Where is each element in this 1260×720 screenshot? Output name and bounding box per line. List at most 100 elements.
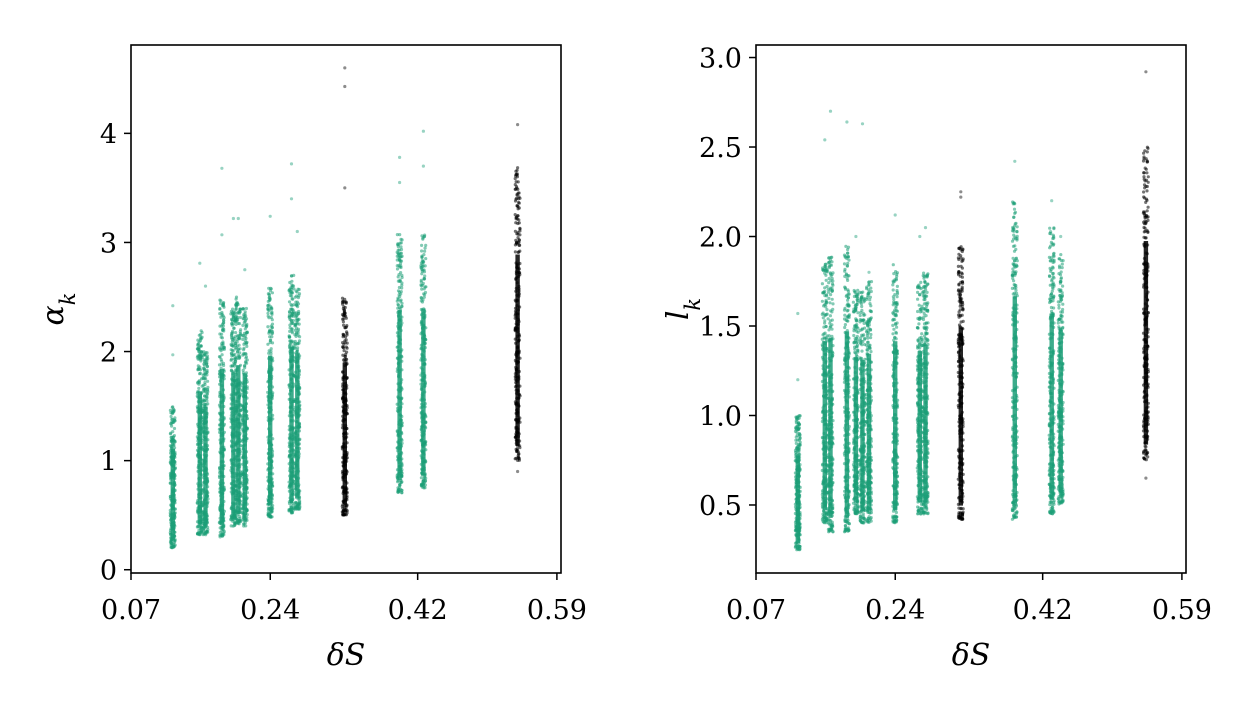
alpha-point [289, 339, 293, 343]
alpha-point [396, 490, 400, 494]
alpha-point [197, 333, 201, 337]
alpha-point-group [293, 229, 302, 511]
length-outlier-point [796, 378, 800, 382]
alpha-point [396, 289, 401, 293]
length-point-group [793, 311, 802, 552]
alpha-point [514, 197, 518, 201]
alpha-point [343, 341, 347, 345]
length-point [827, 522, 831, 526]
length-point [846, 302, 850, 306]
alpha-point [517, 191, 521, 195]
alpha-point [422, 235, 426, 239]
length-point [828, 286, 833, 290]
alpha-point [169, 541, 173, 545]
alpha-point [169, 414, 173, 419]
alpha-point [293, 311, 297, 315]
length-point [796, 544, 800, 548]
length-scatter-panel: 0.07 0.24 0.42 0.59 0.51.01.52.02.53.0 δS l… [661, 44, 1212, 673]
alpha-point [172, 426, 177, 431]
alpha-point-group [266, 214, 275, 519]
alpha-point [203, 367, 207, 371]
length-point [823, 286, 827, 290]
alpha-point [197, 386, 201, 390]
alpha-point [290, 327, 294, 331]
alpha-outlier-point [171, 353, 175, 357]
alpha-point [343, 326, 347, 330]
alpha-outlier-point [343, 186, 347, 190]
length-point [845, 255, 850, 259]
alpha-point-core [342, 362, 347, 505]
alpha-point [423, 264, 427, 268]
alpha-point [341, 506, 345, 510]
alpha-point [396, 306, 400, 310]
alpha-outlier-point [516, 469, 520, 474]
alpha-point [170, 445, 174, 449]
alpha-point [287, 300, 292, 304]
alpha-point [221, 328, 225, 332]
length-outlier-point [828, 109, 833, 113]
alpha-point [290, 331, 294, 335]
alpha-point-group [419, 129, 428, 490]
length-outlier-point [845, 120, 849, 124]
alpha-point [235, 302, 239, 306]
alpha-point [231, 353, 235, 357]
alpha-point [270, 335, 274, 339]
alpha-point [513, 229, 518, 233]
alpha-point [267, 292, 271, 296]
alpha-outlier-point [289, 197, 294, 201]
alpha-point [399, 245, 403, 249]
alpha-x-ticks: 0.07 0.24 0.42 0.59 [101, 573, 587, 626]
length-point [843, 325, 847, 330]
alpha-point [298, 500, 302, 504]
alpha-point [203, 394, 207, 398]
alpha-points [168, 66, 522, 550]
length-point [846, 289, 851, 293]
length-point [820, 299, 825, 303]
alpha-point [205, 354, 209, 358]
alpha-point [243, 339, 247, 343]
alpha-point [420, 243, 424, 247]
alpha-outlier-point [243, 268, 247, 272]
alpha-point [172, 540, 176, 545]
alpha-point [296, 333, 300, 337]
alpha-point [398, 279, 402, 283]
alpha-point [396, 303, 401, 307]
alpha-point [345, 350, 349, 354]
length-point [830, 323, 834, 327]
alpha-point [173, 419, 177, 423]
length-outlier-point [823, 138, 827, 142]
alpha-point [220, 529, 224, 533]
alpha-point [420, 272, 424, 276]
alpha-point [196, 364, 200, 368]
length-point [824, 278, 828, 282]
length-point [854, 306, 858, 310]
alpha-point [173, 446, 177, 450]
length-point [831, 302, 835, 306]
alpha-point [197, 355, 201, 359]
length-point [846, 314, 850, 318]
alpha-point [198, 352, 202, 356]
alpha-point [295, 350, 299, 354]
alpha-point [230, 321, 234, 326]
alpha-point [289, 506, 293, 510]
length-point [846, 245, 851, 249]
alpha-point [199, 329, 203, 333]
alpha-point [514, 221, 518, 225]
alpha-point [395, 299, 399, 303]
alpha-x-tick-label: 0.59 [527, 595, 587, 626]
alpha-point [171, 435, 175, 439]
alpha-point [220, 310, 224, 315]
alpha-outlier-point [516, 123, 520, 127]
length-point [822, 290, 826, 294]
alpha-point [244, 352, 248, 356]
alpha-outlier-point [398, 180, 402, 185]
alpha-point [222, 363, 226, 368]
alpha-point [516, 214, 520, 218]
length-point [827, 256, 831, 260]
alpha-point [421, 479, 426, 483]
length-point [821, 333, 825, 337]
alpha-point [242, 516, 246, 520]
alpha-point-group [201, 284, 210, 537]
alpha-point [203, 383, 207, 387]
length-point [825, 300, 829, 304]
